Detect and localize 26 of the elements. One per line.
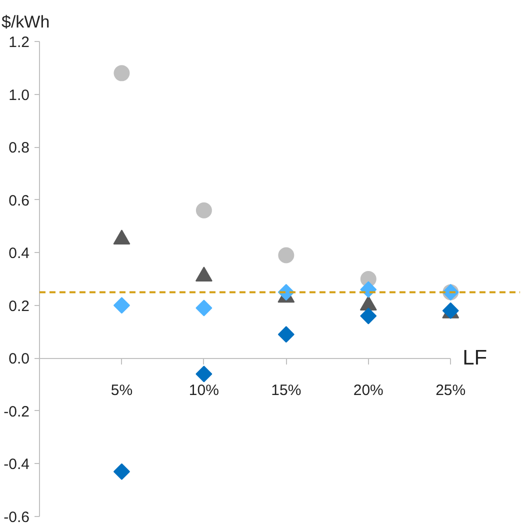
x-tick-label: 5% <box>110 382 133 400</box>
point <box>196 366 212 382</box>
point <box>196 300 212 316</box>
x-axis-title: LF <box>462 346 488 370</box>
y-axis-title: $/kWh <box>2 12 50 32</box>
x-tick-label: 10% <box>188 382 219 400</box>
y-tick-label: 0.4 <box>8 245 30 262</box>
y-tick-label: 0.2 <box>8 298 30 315</box>
y-tick-label: 1.0 <box>8 86 30 104</box>
y-tick-label: 0.6 <box>8 192 30 210</box>
point <box>196 202 212 218</box>
point <box>113 297 130 314</box>
point <box>278 326 294 343</box>
y-tick-label: -0.4 <box>4 456 30 474</box>
y-tick-label: -0.6 <box>4 509 30 526</box>
y-tick-label: -0.2 <box>4 403 30 420</box>
y-tick-label: 0.8 <box>8 140 30 157</box>
y-tick-label: 1.2 <box>8 34 30 51</box>
x-tick-label: 20% <box>353 382 384 400</box>
x-tick-label: 25% <box>436 382 466 400</box>
point <box>113 463 130 480</box>
point <box>114 65 130 82</box>
point <box>278 247 294 264</box>
x-tick-label: 15% <box>271 382 302 400</box>
y-tick-label: 0.0 <box>8 350 30 368</box>
point <box>360 308 377 324</box>
